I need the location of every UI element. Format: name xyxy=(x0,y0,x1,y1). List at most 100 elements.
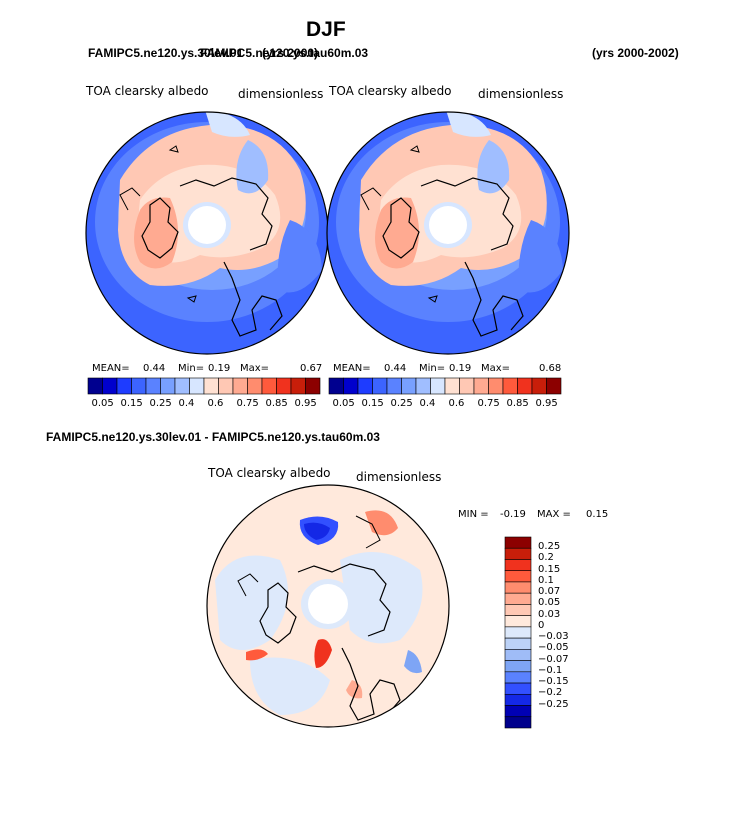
colorbar-tick-label: 0.95 xyxy=(535,398,558,409)
top-right-years: (yrs 2000-2002) xyxy=(592,46,679,60)
colorbar-tick-label: 0.25 xyxy=(538,541,561,553)
colorbar-swatch xyxy=(131,377,147,395)
colorbar-tick-label: 0.95 xyxy=(294,398,317,409)
figure-title: DJF xyxy=(306,18,346,41)
colorbar-swatch xyxy=(546,377,562,395)
map2-max-value: 0.68 xyxy=(539,363,562,374)
colorbar-tick-label: 0.15 xyxy=(361,398,384,409)
colorbar-swatch xyxy=(504,637,532,650)
colorbar-swatch xyxy=(444,377,460,395)
colorbar-swatch xyxy=(357,377,373,395)
map3-max-value: 0.15 xyxy=(586,509,609,520)
colorbar-swatch xyxy=(531,377,547,395)
map1-max-value: 0.67 xyxy=(300,363,323,374)
map3-units-label: dimensionless xyxy=(356,470,442,484)
colorbar-swatch xyxy=(504,592,532,605)
map2-max-label: Max= xyxy=(481,363,511,374)
colorbar-tick-label: 0.07 xyxy=(538,586,561,598)
colorbar-swatch xyxy=(502,377,518,395)
colorbar-tick-label: −0.25 xyxy=(538,698,569,710)
colorbar-swatch xyxy=(372,377,388,395)
colorbar-swatch xyxy=(102,377,118,395)
colorbar-swatch xyxy=(504,547,532,560)
map1-polar-plot xyxy=(86,112,328,354)
map1-max-label: Max= xyxy=(240,363,270,374)
colorbar-swatch xyxy=(415,377,431,395)
map2-mean-label: MEAN= xyxy=(333,363,371,374)
colorbar-tick-label: 0.25 xyxy=(390,398,413,409)
colorbar-swatch xyxy=(504,649,532,661)
diff-case-name: FAMIPC5.ne120.ys.30lev.01 - FAMIPC5.ne12… xyxy=(46,430,380,444)
colorbar-swatch xyxy=(473,377,489,395)
colorbar-swatch xyxy=(504,660,532,673)
map1-variable-label: TOA clearsky albedo xyxy=(86,84,209,98)
colorbar-swatch xyxy=(517,377,533,395)
map1-mean-label: MEAN= xyxy=(92,363,130,374)
map3-max-label: MAX = xyxy=(537,509,571,520)
map3-colorbar xyxy=(504,536,532,729)
colorbar-tick-label: 0.05 xyxy=(91,398,114,409)
colorbar-swatch xyxy=(386,377,402,395)
colorbar-swatch xyxy=(504,570,532,583)
colorbar-tick-label: 0.75 xyxy=(477,398,500,409)
map2-polar-plot xyxy=(327,112,569,354)
colorbar-swatch xyxy=(145,377,161,395)
colorbar-tick-label: 0.05 xyxy=(538,597,561,609)
map2-min-value: 0.19 xyxy=(449,363,472,374)
colorbar-tick-label: −0.03 xyxy=(538,631,569,643)
colorbar-tick-label: 0.1 xyxy=(538,574,554,586)
colorbar-swatch xyxy=(504,626,532,639)
colorbar-swatch xyxy=(488,377,504,395)
colorbar-swatch xyxy=(305,377,321,395)
colorbar-tick-label: 0.6 xyxy=(207,398,224,409)
colorbar-tick-label: 0.05 xyxy=(332,398,355,409)
map2-variable-label: TOA clearsky albedo xyxy=(329,84,452,98)
top-left-years: (yrs 2000) xyxy=(262,46,319,60)
map2-min-label: Min= xyxy=(419,363,446,374)
map1-min-value: 0.19 xyxy=(208,363,231,374)
colorbar-swatch xyxy=(189,377,205,395)
colorbar-swatch xyxy=(247,377,263,395)
map2-colorbar xyxy=(328,377,562,395)
colorbar-tick-label: −0.05 xyxy=(538,642,569,654)
map2-units-label: dimensionless xyxy=(478,87,564,101)
colorbar-swatch xyxy=(174,377,190,395)
colorbar-swatch xyxy=(504,682,532,695)
colorbar-swatch xyxy=(328,377,344,395)
colorbar-swatch xyxy=(276,377,292,395)
colorbar-swatch xyxy=(261,377,277,395)
colorbar-tick-label: 0.15 xyxy=(120,398,143,409)
colorbar-swatch xyxy=(160,377,176,395)
colorbar-tick-label: 0.15 xyxy=(538,563,561,575)
colorbar-swatch xyxy=(218,377,234,395)
colorbar-tick-label: 0.85 xyxy=(265,398,288,409)
colorbar-swatch xyxy=(504,536,532,549)
colorbar-swatch xyxy=(504,693,532,706)
map2-mean-value: 0.44 xyxy=(384,363,407,374)
colorbar-swatch xyxy=(116,377,132,395)
colorbar-swatch xyxy=(401,377,417,395)
map2-boundary xyxy=(326,111,570,355)
colorbar-tick-label: 0.03 xyxy=(538,608,561,620)
map1-min-label: Min= xyxy=(178,363,205,374)
top-left-case-name: FAMIPC5.ne120.ys.30lev.01 xyxy=(88,46,244,60)
colorbar-tick-label: 0.6 xyxy=(448,398,465,409)
colorbar-swatch xyxy=(504,671,532,684)
colorbar-tick-label: 0.85 xyxy=(506,398,529,409)
map3-min-value: -0.19 xyxy=(500,509,526,520)
colorbar-swatch xyxy=(504,581,532,594)
colorbar-swatch xyxy=(232,377,248,395)
colorbar-tick-label: −0.07 xyxy=(538,653,569,665)
colorbar-swatch xyxy=(504,559,532,572)
colorbar-tick-label: 0 xyxy=(538,619,545,631)
colorbar-tick-label: 0.75 xyxy=(236,398,259,409)
map3-variable-label: TOA clearsky albedo xyxy=(208,466,331,480)
colorbar-swatch xyxy=(290,377,306,395)
colorbar-swatch xyxy=(504,716,532,729)
colorbar-tick-label: −0.15 xyxy=(538,676,569,688)
colorbar-swatch xyxy=(504,615,532,628)
colorbar-swatch xyxy=(430,377,446,395)
colorbar-tick-label: −0.1 xyxy=(538,664,563,676)
map1-units-label: dimensionless xyxy=(238,87,324,101)
map3-boundary xyxy=(206,484,450,728)
